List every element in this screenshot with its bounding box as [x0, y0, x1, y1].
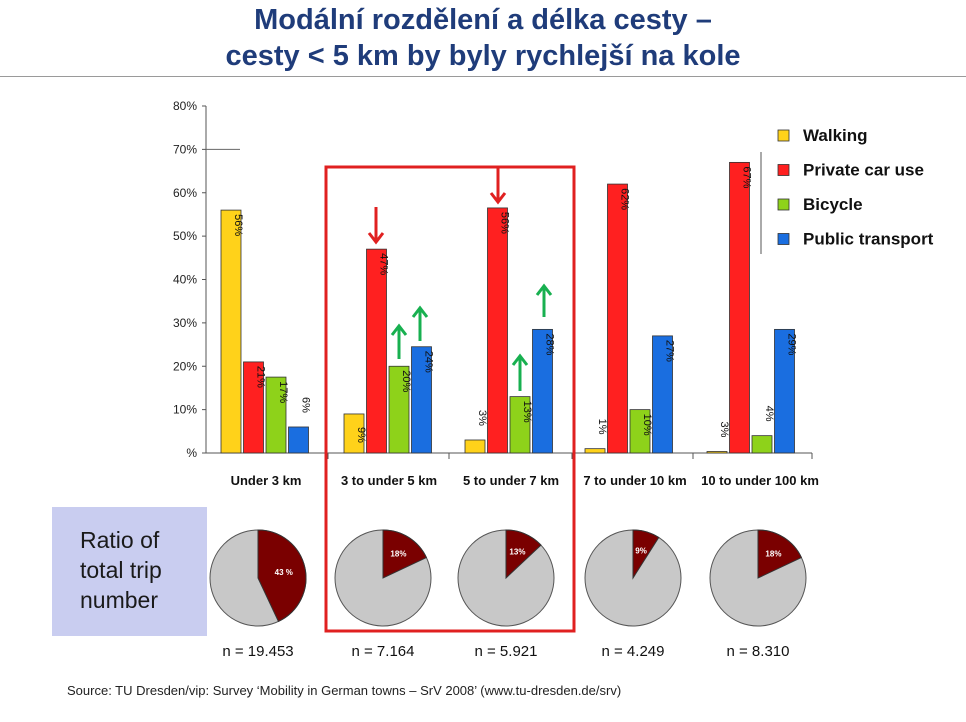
pie-label: 18%: [390, 550, 406, 559]
legend-swatch: [777, 129, 790, 142]
legend-swatch: [777, 164, 790, 176]
pie-slice: [632, 529, 660, 580]
bar-value-label: 3%: [476, 410, 488, 426]
pie-label: 9%: [635, 546, 647, 555]
bar: [584, 448, 606, 454]
pie-label: 43 %: [275, 568, 293, 577]
bar: [243, 361, 264, 454]
ratio-label-box: Ratio of total trip number: [52, 507, 207, 636]
bar: [220, 209, 242, 454]
bar: [487, 207, 508, 454]
highlight-box: [324, 165, 576, 633]
bar-value-label: 21%: [255, 366, 267, 388]
x-category-label: 5 to under 7 km: [463, 473, 559, 488]
arrow-up-head: [511, 353, 529, 366]
pie-n-label: n = 8.310: [727, 643, 790, 660]
bar: [751, 435, 773, 454]
page-title: Modální rozdělení a délka cesty – cesty …: [0, 2, 966, 74]
bar-value-label: 3%: [718, 422, 730, 438]
arrow-up-head: [390, 323, 408, 336]
bar: [532, 328, 553, 454]
bar: [343, 413, 365, 454]
bar: [288, 426, 309, 454]
y-tick-label: 20%: [173, 359, 197, 373]
legend-label: Public transport: [803, 230, 934, 249]
bar: [388, 365, 410, 454]
ratio-label: Ratio of total trip number: [80, 527, 162, 613]
bar: [265, 376, 287, 454]
bar-value-label: 4%: [763, 406, 775, 422]
y-tick-label: 50%: [173, 229, 197, 243]
pie-n-label: n = 4.249: [602, 643, 665, 660]
y-tick-label: 60%: [173, 186, 197, 200]
x-category-label: 3 to under 5 km: [341, 473, 437, 488]
bar-value-label: 24%: [423, 351, 435, 373]
y-tick-label: 30%: [173, 316, 197, 330]
bar: [366, 248, 387, 454]
y-tick-label: 70%: [173, 142, 197, 156]
pie-n-label: n = 7.164: [352, 643, 415, 660]
bar: [652, 335, 673, 454]
arrow-up-head: [411, 305, 429, 318]
legend-swatch: [777, 198, 790, 211]
legend-label: Bicycle: [803, 195, 863, 214]
bar-value-label: 27%: [664, 340, 676, 362]
legend-label: Walking: [803, 126, 868, 145]
x-category-label: Under 3 km: [231, 473, 302, 488]
x-category-label: 7 to under 10 km: [583, 473, 686, 488]
pie-slice: [757, 529, 803, 579]
source-note: Source: TU Dresden/vip: Survey ‘Mobility…: [67, 683, 622, 698]
y-tick-label: %: [186, 446, 197, 460]
bar-value-label: 1%: [596, 419, 608, 435]
bar-value-label: 17%: [277, 381, 289, 403]
bar-value-label: 10%: [641, 414, 653, 436]
title-line-1: Modální rozdělení a délka cesty –: [254, 4, 712, 36]
bar-value-label: 47%: [378, 253, 390, 275]
legend-swatch: [777, 233, 790, 245]
bar: [411, 346, 432, 454]
pie-n-label: n = 5.921: [475, 643, 538, 660]
bar-value-label: 20%: [400, 370, 412, 392]
y-tick-label: 10%: [173, 403, 197, 417]
bar: [629, 409, 651, 454]
pie-slice: [505, 529, 542, 580]
bar: [706, 451, 728, 454]
arrow-down-head: [489, 192, 507, 205]
bar: [509, 396, 531, 454]
x-category-label: 10 to under 100 km: [701, 473, 819, 488]
title-line-2: cesty < 5 km by byly rychlejší na kole: [225, 40, 741, 72]
pie-slice: [257, 529, 307, 623]
bar-value-label: 62%: [619, 188, 631, 210]
bar: [729, 161, 750, 454]
pie-label: 18%: [765, 550, 781, 559]
legend-label: Private car use: [803, 161, 924, 180]
arrow-down-head: [367, 232, 385, 245]
y-tick-label: 80%: [173, 99, 197, 113]
pie-slice: [382, 529, 428, 579]
pie-label: 13%: [509, 548, 525, 557]
bar-value-label: 9%: [355, 427, 367, 443]
bar: [774, 328, 795, 454]
arrow-up-head: [535, 283, 553, 296]
y-tick-label: 40%: [173, 273, 197, 287]
bar-value-label: 29%: [786, 333, 798, 355]
bar-value-label: 56%: [232, 214, 244, 236]
bar-value-label: 67%: [741, 166, 753, 188]
bar-value-label: 56%: [499, 212, 511, 234]
bar-value-label: 6%: [300, 397, 312, 413]
bar: [607, 183, 628, 454]
bar-value-label: 13%: [521, 401, 533, 423]
title-divider: [0, 76, 966, 77]
bar: [464, 439, 486, 454]
pie-n-label: n = 19.453: [222, 643, 293, 660]
bar-value-label: 28%: [544, 333, 556, 355]
